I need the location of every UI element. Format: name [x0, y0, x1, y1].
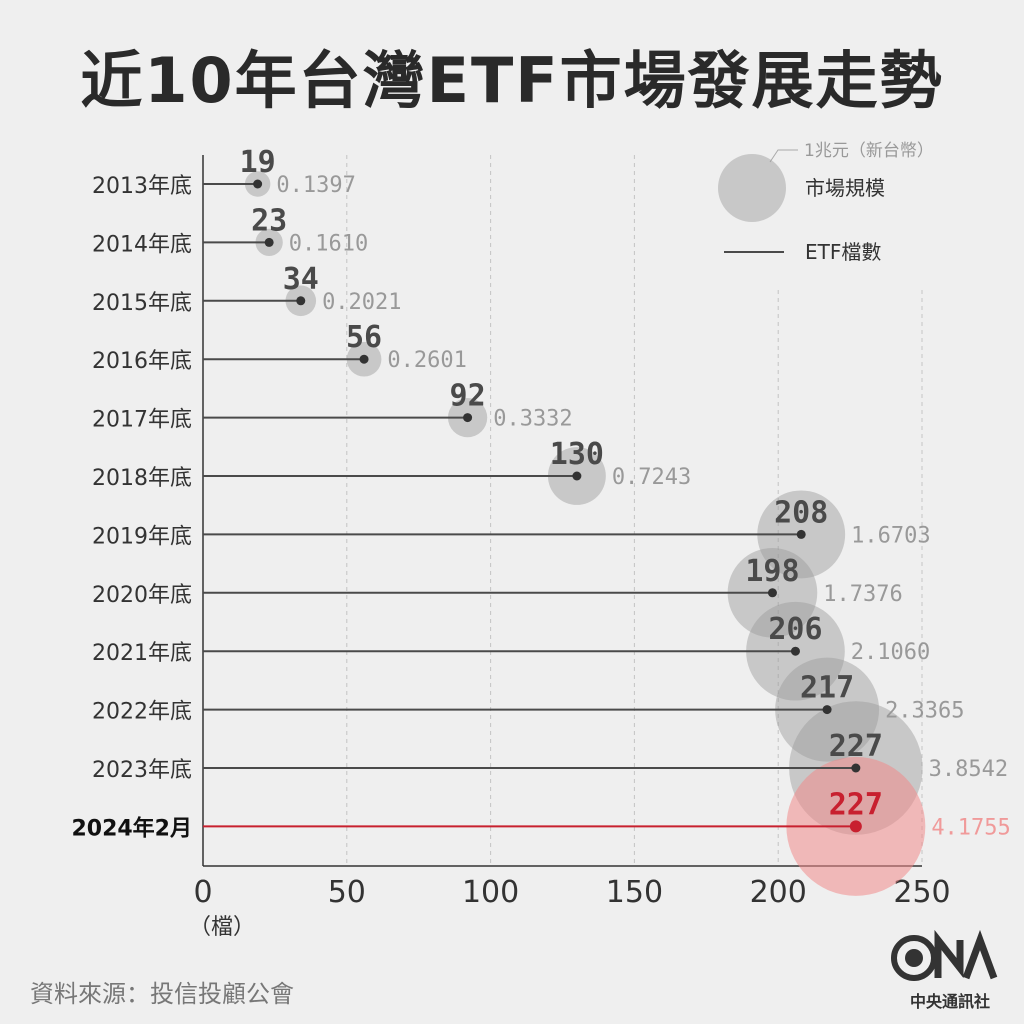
y-category-label: 2021年底 [92, 641, 192, 666]
x-tick-label: 50 [328, 875, 366, 910]
cna-logo-icon [891, 929, 998, 981]
etf-count-label: 56 [346, 320, 382, 355]
y-category-label: 2017年底 [92, 408, 192, 433]
etf-count-dot [849, 820, 862, 833]
data-row: 2015年底 340.2021 [92, 262, 402, 316]
etf-count-dot [572, 471, 582, 481]
y-category-label: 2024年2月 [71, 815, 192, 841]
data-row: 2021年底 206 2.1060 [92, 612, 930, 666]
market-size-label: 0.1610 [289, 231, 368, 256]
market-size-label: 1.7376 [823, 582, 902, 607]
data-row: 2017年底 92 0.3332 [92, 379, 573, 433]
data-row: 2013年底 190.1397 [92, 145, 356, 199]
y-category-label: 2016年底 [92, 349, 192, 374]
x-axis-label: （檔） [189, 915, 255, 940]
y-category-label: 2014年底 [92, 232, 192, 257]
data-row: 2020年底 198 1.7376 [92, 554, 903, 608]
x-tick-label: 200 [750, 875, 807, 910]
etf-count-label: 19 [240, 145, 276, 180]
market-size-label: 0.2021 [322, 290, 401, 315]
market-size-label: 3.8542 [929, 757, 1008, 782]
y-category-label: 2013年底 [92, 174, 192, 199]
y-category-label: 2019年底 [92, 524, 192, 549]
market-size-label: 4.1755 [931, 815, 1010, 840]
market-size-label: 0.1397 [276, 173, 355, 198]
data-row: 2023年底 227 3.8542 [92, 729, 1008, 783]
market-size-label: 0.3332 [493, 407, 572, 432]
source-note: 資料來源：投信投顧公會 [30, 980, 294, 1008]
cna-logo-text: 中央通訊社 [909, 992, 990, 1011]
etf-count-dot [790, 646, 800, 656]
x-tick-label: 250 [893, 875, 950, 910]
data-row: 2014年底 230.1610 [92, 203, 368, 257]
x-tick-label: 100 [462, 875, 519, 910]
etf-count-label: 208 [774, 495, 828, 530]
x-tick-label: 0 [193, 875, 212, 910]
data-row: 2018年底 130 0.7243 [92, 437, 691, 491]
data-row: 2016年底 560.2601 [92, 320, 467, 374]
y-category-label: 2023年底 [92, 758, 192, 783]
legend-size-note: 1兆元（新台幣） [804, 141, 934, 161]
legend-bubble-swatch [718, 154, 786, 222]
etf-count-dot [851, 763, 861, 773]
etf-count-label: 227 [829, 787, 883, 822]
etf-count-label: 217 [800, 671, 854, 706]
etf-count-dot [822, 705, 832, 715]
market-size-label: 0.2601 [387, 348, 466, 373]
etf-count-dot [359, 354, 369, 364]
data-row: 2022年底 217 2.3365 [92, 671, 965, 725]
etf-count-dot [296, 296, 306, 306]
etf-count-label: 34 [283, 262, 319, 297]
legend-bubble-label: 市場規模 [805, 176, 885, 200]
etf-count-label: 227 [829, 729, 883, 764]
market-size-label: 1.6703 [851, 523, 930, 548]
etf-count-dot [253, 179, 263, 189]
etf-count-label: 206 [768, 612, 822, 647]
y-category-label: 2015年底 [92, 291, 192, 316]
etf-count-dot [463, 413, 473, 423]
etf-count-label: 23 [251, 203, 287, 238]
y-category-label: 2022年底 [92, 700, 192, 725]
y-category-label: 2018年底 [92, 466, 192, 491]
x-tick-label: 150 [606, 875, 663, 910]
y-category-label: 2020年底 [92, 583, 192, 608]
etf-count-dot [796, 529, 806, 539]
etf-count-dot [767, 588, 777, 598]
etf-count-label: 198 [745, 554, 799, 589]
data-row: 2019年底 208 1.6703 [92, 495, 931, 549]
etf-count-dot [264, 237, 274, 247]
market-size-label: 2.3365 [885, 699, 964, 724]
legend: 1兆元（新台幣） 市場規模 ETF檔數 [718, 141, 934, 264]
market-size-label: 2.1060 [851, 640, 930, 665]
legend-line-label: ETF檔數 [805, 240, 881, 264]
etf-count-label: 130 [550, 437, 604, 472]
etf-count-label: 92 [450, 379, 486, 414]
market-size-label: 0.7243 [612, 465, 691, 490]
legend-leader-line [769, 149, 798, 163]
chart-title: 近10年台灣ETF市場發展走勢 [80, 44, 944, 117]
data-row: 2024年2月 227 4.1755 [71, 787, 1010, 841]
